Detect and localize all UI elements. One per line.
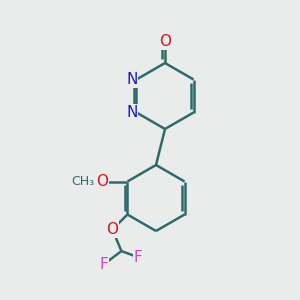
Text: N: N (126, 105, 138, 120)
Text: O: O (159, 34, 171, 49)
Text: N: N (126, 72, 138, 87)
Text: O: O (106, 222, 119, 237)
Text: O: O (96, 174, 108, 189)
Text: F: F (99, 257, 108, 272)
Text: CH₃: CH₃ (71, 175, 94, 188)
Text: F: F (134, 250, 142, 265)
